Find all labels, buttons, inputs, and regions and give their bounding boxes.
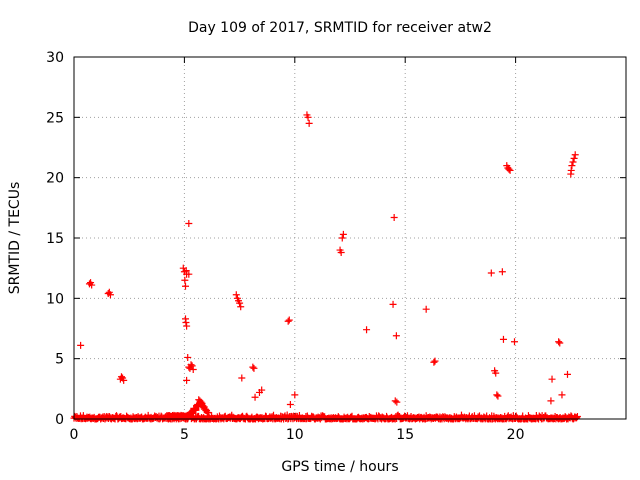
- y-tick-label: 10: [46, 291, 64, 307]
- data-point: [182, 282, 190, 290]
- data-point: [494, 392, 502, 400]
- data-point: [430, 358, 438, 366]
- data-point: [238, 374, 246, 382]
- data-points: [70, 111, 581, 423]
- data-point: [200, 403, 208, 411]
- data-point: [573, 414, 581, 422]
- data-point: [184, 353, 192, 361]
- data-point: [393, 398, 401, 406]
- plot-frame: [73, 56, 627, 420]
- data-point: [120, 376, 128, 384]
- data-point: [568, 162, 576, 170]
- data-point: [493, 391, 501, 399]
- data-point: [188, 362, 196, 370]
- data-point: [251, 393, 259, 401]
- data-point: [249, 363, 257, 371]
- data-point: [183, 376, 191, 384]
- data-point: [567, 166, 575, 174]
- x-tick-label: 10: [286, 427, 304, 443]
- data-point: [498, 268, 506, 276]
- data-point: [422, 305, 430, 313]
- data-point: [390, 213, 398, 221]
- data-point: [304, 113, 312, 121]
- data-point: [339, 230, 347, 238]
- data-point: [431, 357, 439, 365]
- tick-labels: 0 5 10 15 20 0 5 10 15 20 25 30: [46, 50, 524, 443]
- data-point: [506, 166, 514, 174]
- y-axis-title: SRMTID / TECUs: [7, 182, 23, 295]
- data-point: [391, 397, 399, 405]
- data-point: [563, 370, 571, 378]
- x-tick-label: 15: [396, 427, 414, 443]
- data-point: [570, 154, 578, 162]
- x-tick-label: 0: [70, 427, 79, 443]
- y-tick-label: 0: [55, 412, 64, 428]
- data-point: [305, 119, 313, 127]
- y-tick-label: 5: [55, 352, 64, 368]
- data-point: [571, 151, 579, 159]
- data-point: [250, 364, 258, 372]
- data-point: [499, 335, 507, 343]
- data-point: [77, 341, 85, 349]
- x-tick-label: 5: [180, 427, 189, 443]
- data-point: [556, 339, 564, 347]
- chart-title: Day 109 of 2017, SRMTID for receiver atw…: [188, 20, 492, 36]
- x-tick-label: 20: [507, 427, 525, 443]
- data-point: [106, 291, 114, 299]
- data-point: [191, 405, 199, 413]
- data-point: [117, 373, 125, 381]
- data-point: [558, 391, 566, 399]
- grid-lines: [74, 57, 626, 419]
- data-point: [185, 270, 193, 278]
- data-point: [291, 391, 299, 399]
- data-point: [492, 369, 500, 377]
- data-point: [487, 269, 495, 277]
- data-point: [187, 361, 195, 369]
- data-point: [555, 338, 563, 346]
- data-point: [338, 234, 346, 242]
- data-point: [237, 303, 245, 311]
- data-point: [548, 375, 556, 383]
- data-point: [183, 322, 191, 330]
- data-point: [569, 158, 577, 166]
- data-point: [392, 332, 400, 340]
- data-point: [337, 248, 345, 256]
- data-point: [510, 338, 518, 346]
- data-point: [232, 291, 240, 299]
- data-point: [189, 366, 197, 374]
- data-point: [182, 318, 190, 326]
- data-point: [285, 316, 293, 324]
- x-axis-title: GPS time / hours: [281, 459, 398, 475]
- data-point: [181, 276, 189, 284]
- data-point: [284, 317, 292, 325]
- data-point: [258, 386, 266, 394]
- data-point: [286, 401, 294, 409]
- data-point: [88, 281, 96, 289]
- data-point: [198, 399, 206, 407]
- data-point: [389, 300, 397, 308]
- y-tick-label: 30: [46, 50, 64, 66]
- data-point: [185, 220, 193, 228]
- y-tick-label: 15: [46, 231, 64, 247]
- data-point: [197, 398, 205, 406]
- data-point: [547, 397, 555, 405]
- data-point: [505, 165, 513, 173]
- y-tick-label: 25: [46, 110, 64, 126]
- data-point: [236, 299, 244, 307]
- data-point: [363, 326, 371, 334]
- data-point: [202, 407, 210, 415]
- y-tick-label: 20: [46, 171, 64, 187]
